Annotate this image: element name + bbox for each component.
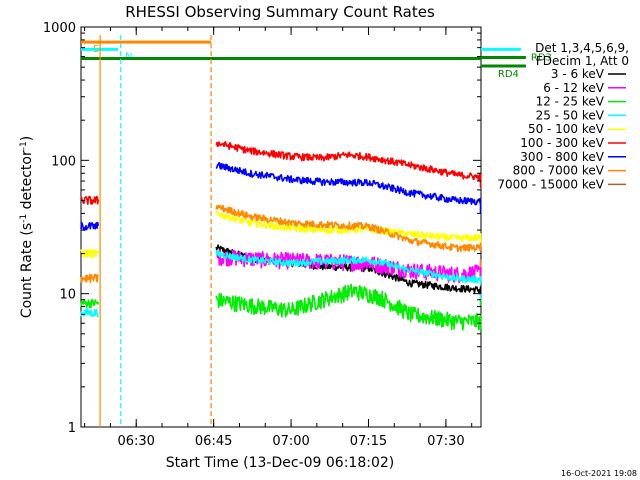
legend-label: 300 - 800 keV (520, 150, 604, 164)
y-tick-label: 100 (51, 154, 76, 169)
flag-layer: SNRD3RD4 (81, 40, 552, 80)
y-axis-label-end: ) (19, 136, 35, 141)
series-25-50-kev-line (215, 249, 482, 285)
x-tick-label: 07:30 (427, 434, 464, 449)
series-50-100-kev-pre (80, 248, 100, 259)
y-tick-label: 1000 (43, 21, 76, 36)
legend-label: 100 - 300 keV (520, 136, 604, 150)
legend-label: 6 - 12 keV (543, 81, 605, 95)
flag-label-n: N (125, 51, 132, 62)
legend-label: 800 - 7000 keV (513, 164, 605, 178)
legend-header-2: FDecim 1, Att 0 (536, 54, 629, 68)
series-300-800-kev-pre (80, 221, 100, 231)
legend-header-1: Det 1,3,4,5,6,9, (535, 41, 629, 55)
series-800-7000-kev-pre (80, 273, 99, 284)
y-axis-label-main: Count Rate (s (19, 223, 35, 318)
series-12-25-kev-pre (80, 298, 100, 309)
legend-label: 3 - 6 keV (551, 67, 605, 81)
series-12-25-kev-line (215, 283, 482, 331)
legend: Det 1,3,4,5,6,9, FDecim 1, Att 0 3 - 6 k… (497, 41, 629, 191)
flag-label-rd4: RD4 (498, 69, 519, 80)
vline-layer (99, 35, 212, 427)
legend-label: 25 - 50 keV (536, 108, 605, 122)
y-axis-label: Count Rate (s-1 detector-1) (19, 136, 35, 318)
series-100-300-kev-line (215, 141, 482, 182)
legend-label: 50 - 100 keV (528, 122, 605, 136)
x-axis-label: Start Time (13-Dec-09 06:18:02) (166, 455, 394, 471)
x-tick-label: 06:45 (195, 434, 232, 449)
x-tick-label: 06:30 (117, 434, 154, 449)
series-800-7000-kev-line (215, 204, 482, 253)
legend-label: 12 - 25 keV (536, 95, 605, 109)
y-axis-label-sup: -1 (19, 214, 29, 223)
x-tick-label: 07:00 (272, 434, 309, 449)
chart-title: RHESSI Observing Summary Count Rates (125, 3, 435, 21)
flag-label-rd3: RD3 (531, 53, 552, 64)
series-25-50-kev-pre (80, 308, 99, 318)
x-tick-label: 07:15 (350, 434, 387, 449)
axis-layer: 06:30 06:45 07:00 07:15 07:30 1 10 100 1000 (43, 21, 481, 449)
series-6-12-kev-line (215, 249, 482, 284)
footer-timestamp: 16-Oct-2021 19:08 (561, 469, 637, 478)
legend-label: 7000 - 15000 keV (497, 177, 604, 191)
series-layer (80, 141, 482, 331)
series-300-800-kev-line (215, 161, 482, 207)
y-tick-label: 1 (68, 421, 76, 436)
y-axis-label-sup-2: -1 (19, 141, 29, 150)
series-100-300-kev-pre (80, 195, 100, 205)
y-axis-label-tail: detector (19, 150, 35, 214)
y-tick-label: 10 (59, 288, 76, 303)
